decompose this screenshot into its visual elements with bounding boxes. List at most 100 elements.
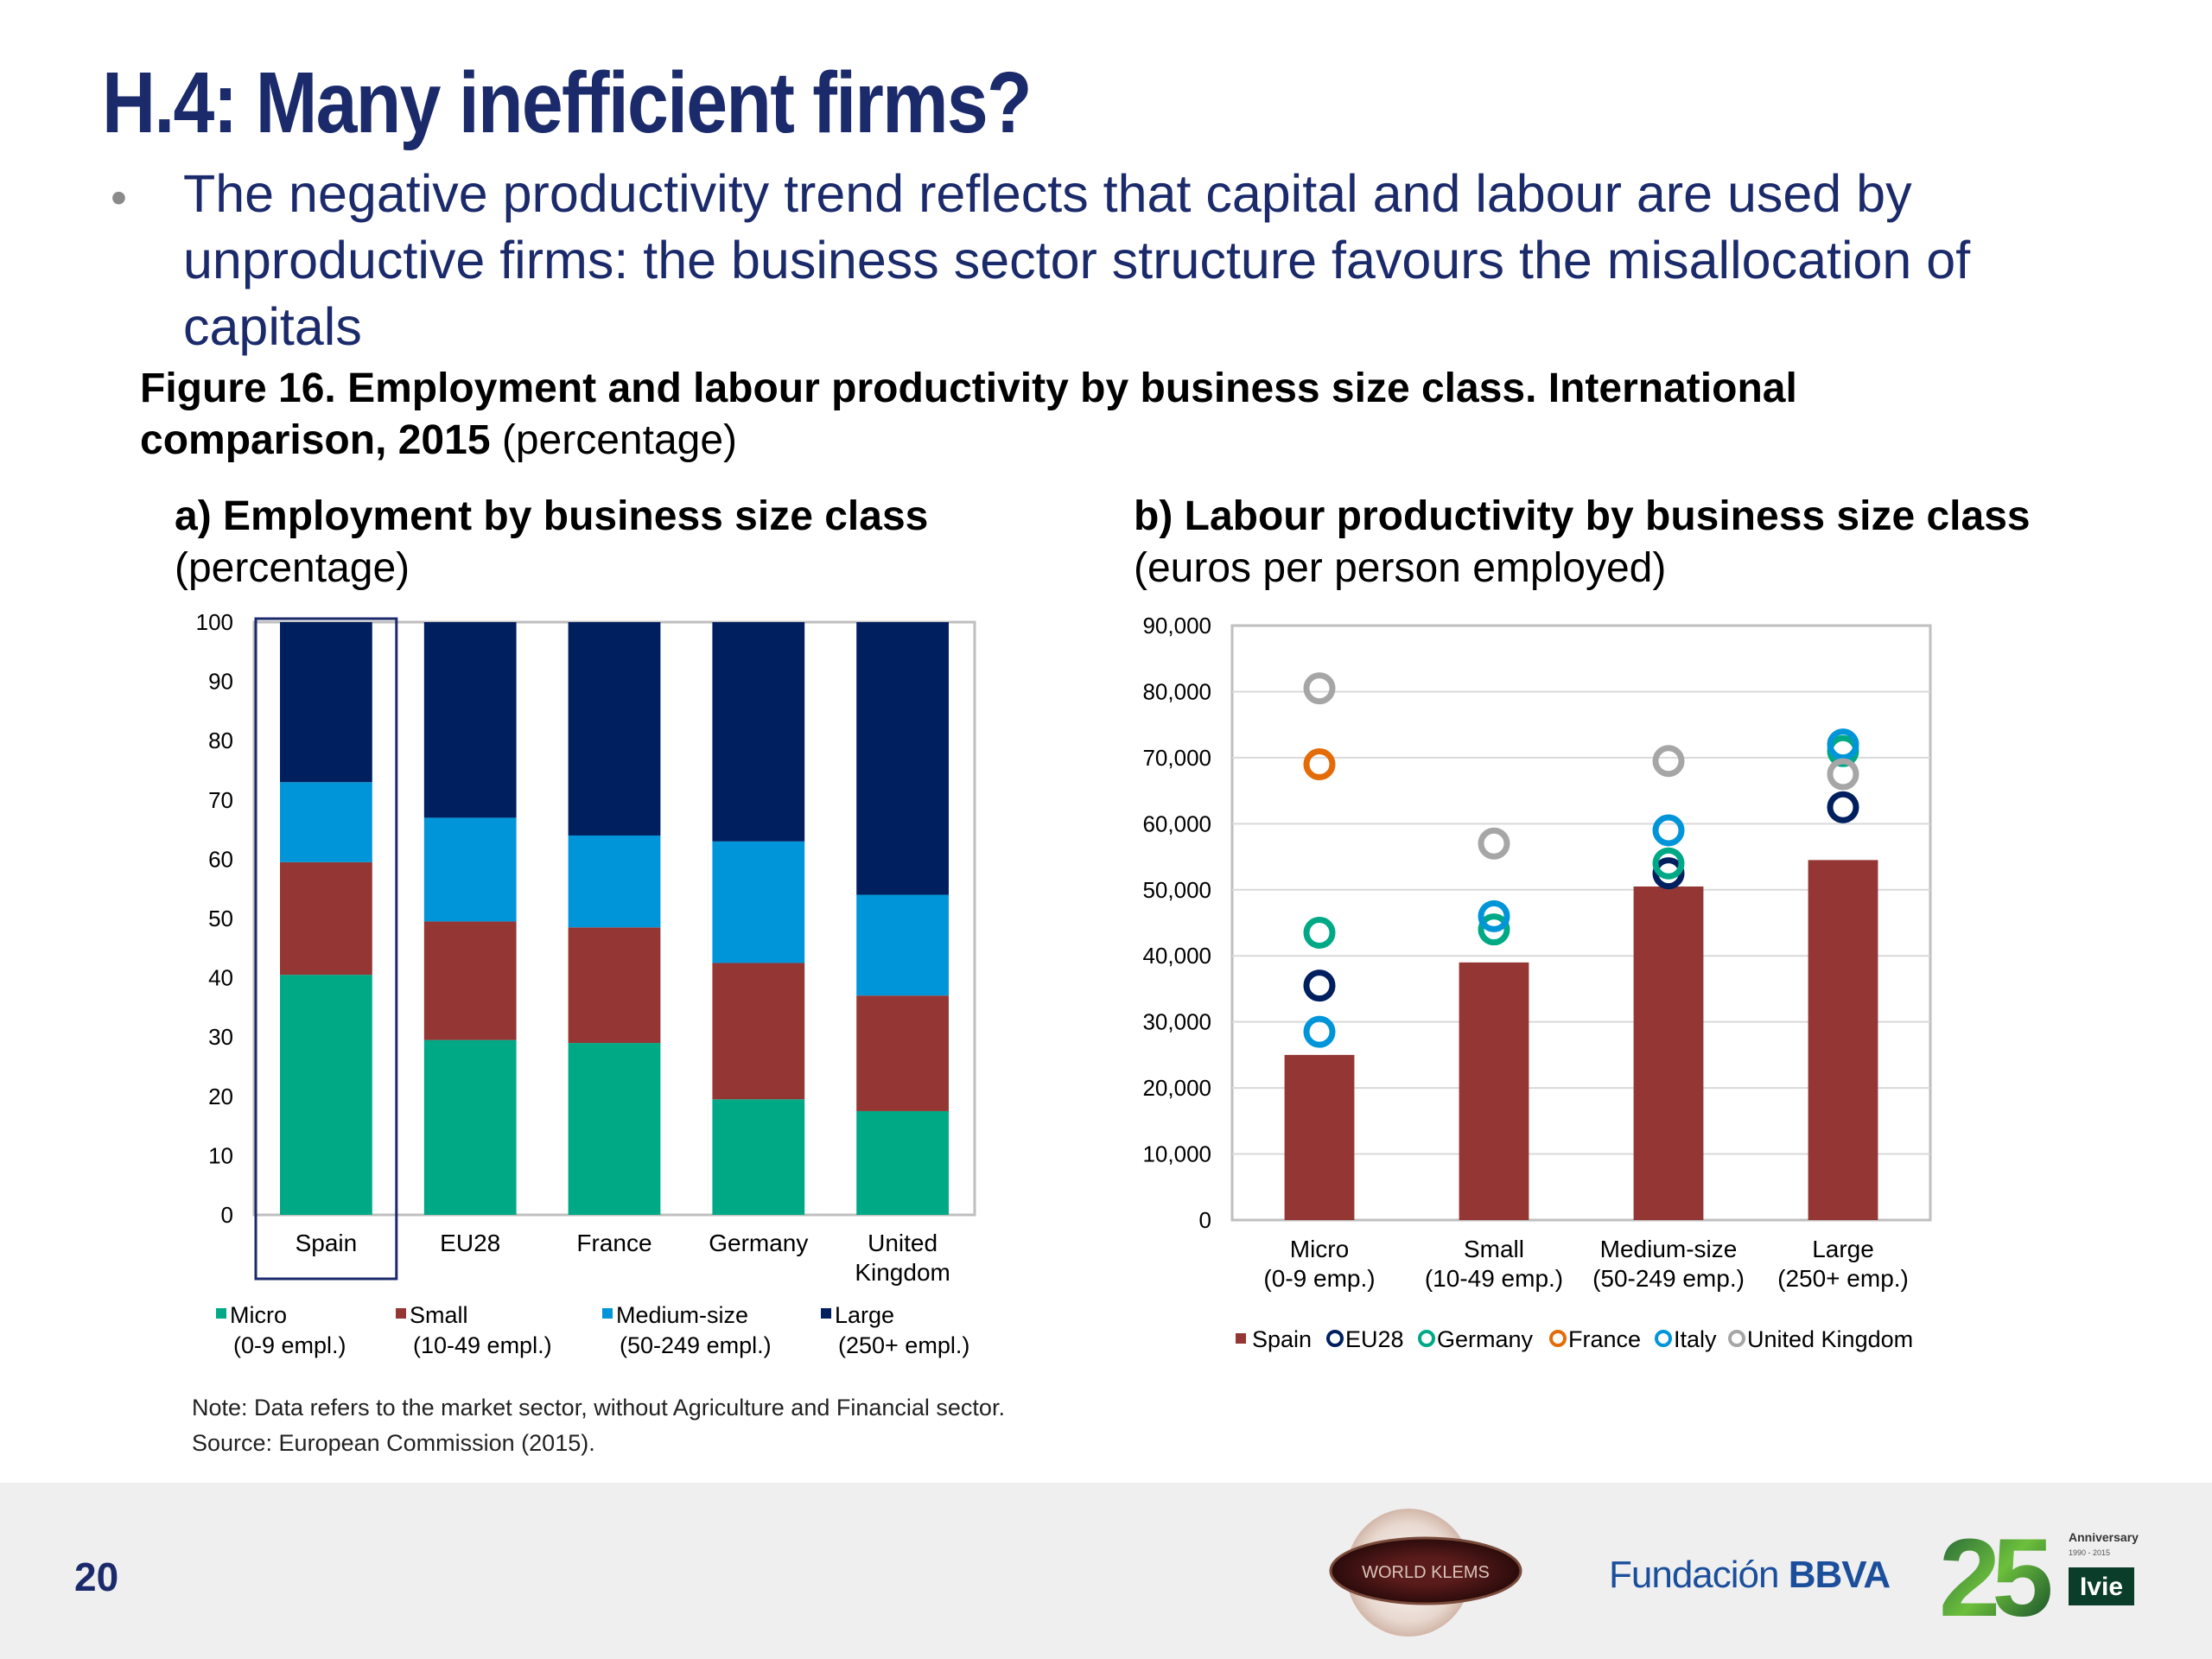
chart-b-legend-swatch-united-kingdom (1728, 1330, 1745, 1347)
chart-b-marker-italy-small (1478, 899, 1510, 932)
chart-b-y-tick-label: 80,000 (1142, 678, 1211, 704)
ivie-name-box (2069, 1567, 2134, 1605)
chart-a-x-tick-label: Germany (709, 1230, 808, 1256)
chart-b-legend-swatch-germany (1418, 1330, 1435, 1347)
note-text: Note: Data refers to the market sector, … (192, 1395, 1005, 1421)
chart-b-marker-italy-large (1827, 728, 1859, 761)
chart-b-y-tick-label: 20,000 (1142, 1075, 1211, 1101)
ivie-name-text: Ivie (2080, 1573, 2123, 1601)
chart-a-bar-segment-spain-micro (280, 975, 372, 1215)
chart-a-y-tick-label: 20 (208, 1084, 233, 1109)
chart-b-marker-united-kingdom-micro (1303, 672, 1336, 705)
chart-b-y-tick-label: 90,000 (1142, 613, 1211, 639)
chart-a-legend-label: Large (835, 1302, 894, 1328)
chart-b-marker-united-kingdom-large (1827, 758, 1859, 791)
chart-b-legend-swatch-france (1549, 1330, 1567, 1347)
ivie-years-text: 1990 - 2015 (2069, 1548, 2110, 1557)
chart-a-y-tick-label: 30 (208, 1024, 233, 1050)
worldklems-text: WORLD KLEMS (1362, 1563, 1490, 1582)
chart-b-legend-label: EU28 (1345, 1326, 1404, 1352)
fundacion-bbva-logo: Fundación BBVA (1609, 1554, 1891, 1597)
chart-a-bar-segment-eu28-large (423, 622, 517, 818)
figure-title-unit: (percentage) (490, 417, 738, 463)
chart-a-legend-swatch-medium-size (602, 1308, 613, 1319)
chart-a-bar-segment-spain-medium-size (280, 782, 372, 862)
chart-b-legend-label: Italy (1674, 1326, 1717, 1352)
bullet-text: The negative productivity trend reflects… (183, 164, 1971, 356)
chart-a-highlight-box (254, 617, 398, 1281)
chart-a-bar-segment-france-small (568, 927, 661, 1044)
chart-a-legend-swatch-small (396, 1308, 406, 1319)
chart-b-plot-frame (1230, 624, 1932, 1222)
bullet-marker: • (111, 172, 127, 224)
chart-b-marker-italy-medium-size (1652, 814, 1685, 847)
chart-b-bar-spain-micro (1284, 1054, 1355, 1220)
chart-a-bar-segment-eu28-medium-size (423, 817, 517, 922)
chart-b-legend-swatch-italy (1655, 1330, 1672, 1347)
chart-a-bar-segment-united-kingdom-medium-size (856, 894, 949, 996)
chart-a-legend-sublabel: (50-249 empl.) (620, 1332, 772, 1358)
chart-a-legend-label: Micro (230, 1302, 287, 1328)
page-number: 20 (74, 1554, 119, 1599)
chart-b-bar-spain-medium-size (1633, 886, 1704, 1220)
chart-a-bar-segment-germany-medium-size (712, 841, 805, 963)
fbbva-suffix: BBVA (1788, 1554, 1891, 1596)
chart-b-marker-eu28-medium-size (1652, 857, 1685, 890)
chart-a-legend-sublabel: (250+ empl.) (838, 1332, 969, 1358)
chart-a-legend-sublabel: (10-49 empl.) (413, 1332, 552, 1358)
ivie-25-number: 25 (1939, 1526, 2050, 1630)
chart-a-y-tick-label: 10 (208, 1142, 233, 1168)
worldklems-logo: WORLD KLEMS (1329, 1509, 1522, 1637)
chart-a-bar-segment-spain-small (280, 861, 372, 976)
chart-b-marker-germany-small (1478, 913, 1510, 946)
chart-b-marker-germany-micro (1303, 916, 1336, 949)
trailing-dot: . (192, 1465, 199, 1491)
chart-a-y-tick-label: 60 (208, 846, 233, 872)
chart-a-legend-label: Small (410, 1302, 468, 1328)
chart-b-bar-spain-large (1808, 860, 1878, 1220)
chart-b-legend-label: Spain (1252, 1326, 1312, 1352)
figure-title-bold: Figure 16. Employment and labour product… (140, 365, 1797, 463)
chart-a-bar-segment-united-kingdom-small (856, 995, 949, 1111)
chart-a-bar-segment-united-kingdom-large (856, 622, 949, 895)
chart-a-bar-segment-germany-micro (712, 1099, 805, 1215)
chart-b-x-tick-label: (250+ emp.) (1777, 1265, 1909, 1292)
chart-a-bar-segment-germany-large (712, 622, 805, 842)
chart-b-y-tick-label: 50,000 (1142, 877, 1211, 903)
chart-b-y-tick-label: 40,000 (1142, 943, 1211, 969)
chart-a-x-tick-label: EU28 (440, 1230, 500, 1256)
chart-a-bar-segment-eu28-small (423, 921, 517, 1040)
chart-b-x-tick-label: Micro (1290, 1236, 1349, 1262)
panel-b-title-bold: b) Labour productivity by business size … (1134, 493, 2031, 539)
panel-a-title-bold: a) Employment by business size class (175, 493, 929, 539)
ivie-25-anniversary-logo: 25 Anniversary 1990 - 2015 Ivie (1939, 1526, 2139, 1630)
chart-a-x-tick-label: Spain (296, 1230, 358, 1256)
chart-b-marker-france-micro (1303, 748, 1336, 781)
slide-title: H.4: Many inefficient firms? (102, 54, 1033, 151)
chart-a-y-tick-label: 100 (196, 609, 233, 635)
chart-b-marker-eu28-micro (1303, 969, 1336, 1002)
chart-b-legend-swatch-eu28 (1326, 1330, 1344, 1347)
chart-b-marker-united-kingdom-medium-size (1652, 745, 1685, 778)
chart-a-y-tick-label: 80 (208, 728, 233, 753)
chart-b-legend-label: Germany (1437, 1326, 1534, 1352)
source-text: Source: European Commission (2015). (192, 1430, 595, 1456)
chart-a-y-tick-label: 40 (208, 965, 233, 991)
worldklems-ring-shape (1329, 1536, 1522, 1605)
chart-a-bar-segment-france-micro (568, 1043, 661, 1215)
chart-b-legend-swatch-spain (1236, 1333, 1246, 1344)
chart-b-y-tick-label: 70,000 (1142, 745, 1211, 771)
chart-a-legend-sublabel: (0-9 empl.) (233, 1332, 346, 1358)
chart-b-x-tick-label: (50-249 emp.) (1592, 1265, 1745, 1292)
chart-b-marker-eu28-large (1827, 791, 1859, 823)
chart-b-bar-spain-small (1459, 962, 1529, 1220)
chart-a-x-tick-label: Kingdom (855, 1259, 950, 1286)
chart-a-bar-segment-france-large (568, 622, 661, 836)
chart-b-x-tick-label: Large (1812, 1236, 1874, 1262)
chart-b-legend-label: France (1568, 1326, 1641, 1352)
chart-b-y-tick-label: 10,000 (1142, 1141, 1211, 1167)
fbbva-prefix: Fundación (1609, 1554, 1789, 1596)
footer-bar (0, 1483, 2212, 1659)
chart-a-bar-segment-eu28-micro (423, 1039, 517, 1215)
ivie-anniversary-text: Anniversary (2069, 1530, 2139, 1544)
